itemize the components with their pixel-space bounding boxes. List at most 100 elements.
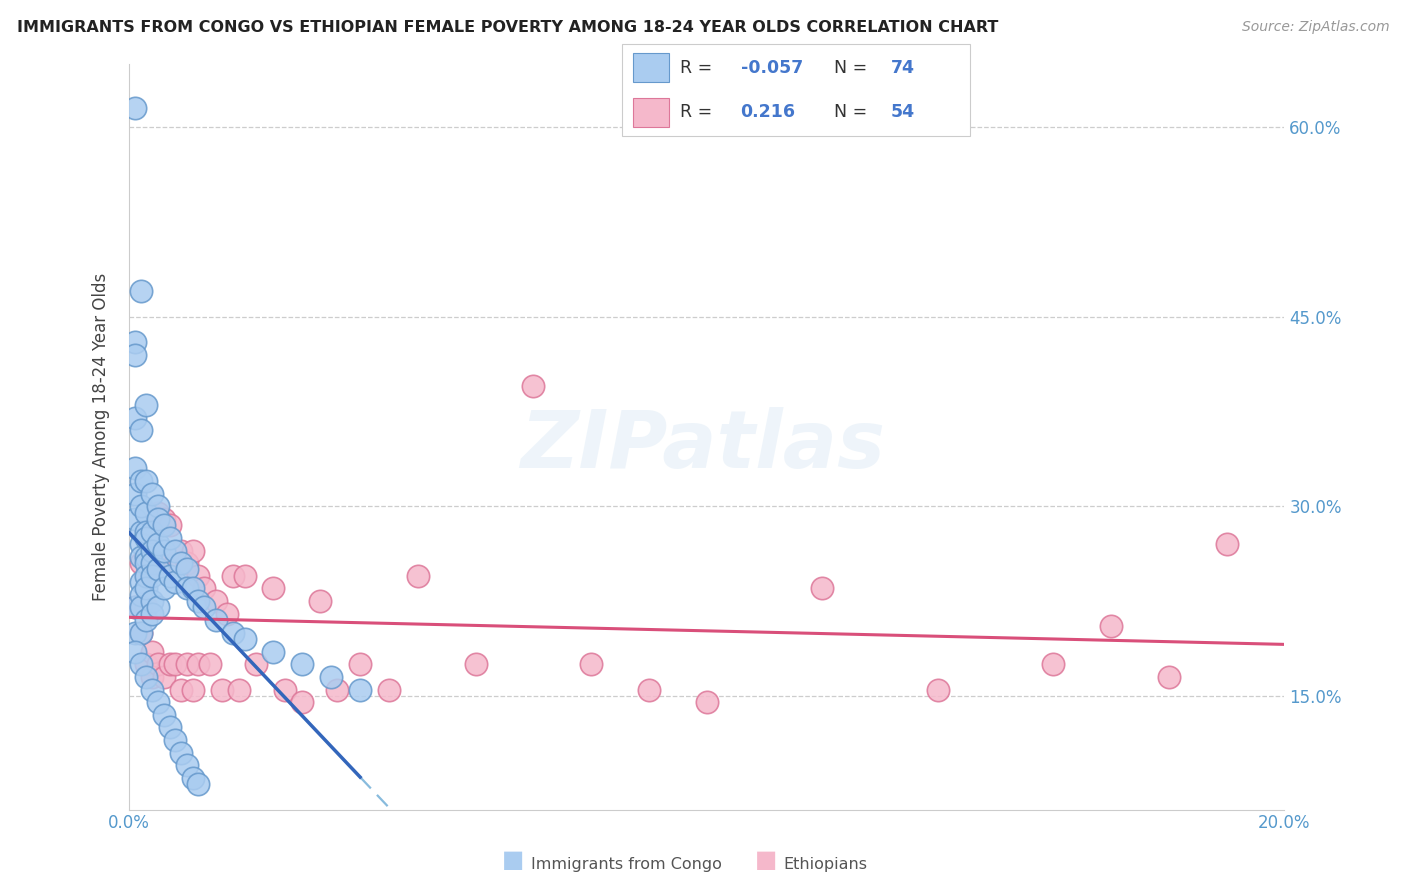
Point: [146, 506, 169, 520]
Point: [135, 569, 157, 583]
Point: [464, 657, 486, 672]
Point: [146, 537, 169, 551]
Point: [204, 594, 226, 608]
Text: Immigrants from Congo: Immigrants from Congo: [531, 857, 723, 872]
Point: [141, 486, 163, 500]
Point: [124, 512, 146, 526]
Point: [141, 607, 163, 621]
Point: [146, 695, 169, 709]
Point: [378, 682, 401, 697]
Point: [181, 543, 204, 558]
Point: [135, 398, 157, 412]
Point: [152, 518, 174, 533]
Text: ZIPatlas: ZIPatlas: [520, 407, 886, 485]
Point: [181, 771, 204, 785]
Point: [233, 569, 256, 583]
Text: ■: ■: [755, 848, 778, 872]
Text: Source: ZipAtlas.com: Source: ZipAtlas.com: [1241, 20, 1389, 34]
Point: [135, 613, 157, 627]
Text: N =: N =: [834, 59, 873, 77]
FancyBboxPatch shape: [633, 98, 669, 127]
Point: [124, 644, 146, 658]
Text: R =: R =: [679, 59, 717, 77]
Y-axis label: Female Poverty Among 18-24 Year Olds: Female Poverty Among 18-24 Year Olds: [93, 273, 110, 601]
Point: [193, 582, 215, 596]
Point: [135, 506, 157, 520]
Point: [129, 588, 152, 602]
Point: [141, 594, 163, 608]
Point: [170, 543, 193, 558]
Point: [152, 512, 174, 526]
Point: [326, 682, 349, 697]
Point: [170, 682, 193, 697]
Point: [291, 657, 314, 672]
Point: [165, 556, 187, 570]
Point: [522, 379, 544, 393]
Point: [217, 607, 239, 621]
Point: [135, 556, 157, 570]
Point: [228, 682, 250, 697]
Point: [124, 600, 146, 615]
Point: [141, 670, 163, 684]
Point: [811, 582, 834, 596]
Point: [129, 500, 152, 514]
Point: [146, 500, 169, 514]
Point: [321, 670, 343, 684]
Point: [124, 625, 146, 640]
Point: [135, 531, 157, 545]
Text: ■: ■: [502, 848, 524, 872]
Point: [1042, 657, 1064, 672]
Text: IMMIGRANTS FROM CONGO VS ETHIOPIAN FEMALE POVERTY AMONG 18-24 YEAR OLDS CORRELAT: IMMIGRANTS FROM CONGO VS ETHIOPIAN FEMAL…: [17, 20, 998, 35]
Point: [141, 644, 163, 658]
Point: [187, 777, 209, 791]
Point: [176, 562, 198, 576]
Point: [291, 695, 314, 709]
Point: [129, 657, 152, 672]
Point: [927, 682, 949, 697]
Point: [135, 600, 157, 615]
Point: [308, 594, 330, 608]
Point: [170, 746, 193, 760]
Point: [263, 582, 285, 596]
Point: [198, 657, 221, 672]
Point: [146, 556, 169, 570]
Point: [152, 582, 174, 596]
Point: [141, 682, 163, 697]
Point: [165, 575, 187, 590]
Point: [159, 720, 181, 734]
Point: [638, 682, 661, 697]
Point: [152, 543, 174, 558]
Point: [176, 582, 198, 596]
Point: [349, 682, 371, 697]
Point: [129, 474, 152, 488]
Point: [245, 657, 267, 672]
Point: [176, 758, 198, 772]
Point: [141, 524, 163, 539]
Point: [211, 682, 233, 697]
Point: [1215, 537, 1237, 551]
Point: [165, 733, 187, 747]
Point: [176, 556, 198, 570]
Point: [135, 569, 157, 583]
Point: [129, 285, 152, 299]
Point: [129, 600, 152, 615]
Point: [135, 670, 157, 684]
FancyBboxPatch shape: [633, 54, 669, 82]
Point: [129, 549, 152, 564]
Point: [124, 334, 146, 349]
Point: [146, 512, 169, 526]
Point: [204, 613, 226, 627]
Point: [124, 486, 146, 500]
Point: [187, 569, 209, 583]
Point: [1099, 619, 1122, 633]
Text: 74: 74: [891, 59, 915, 77]
Point: [129, 625, 152, 640]
Point: [233, 632, 256, 646]
Point: [129, 524, 152, 539]
Point: [165, 543, 187, 558]
Point: [124, 461, 146, 475]
Point: [181, 582, 204, 596]
Point: [146, 657, 169, 672]
Point: [159, 518, 181, 533]
Point: [274, 682, 297, 697]
